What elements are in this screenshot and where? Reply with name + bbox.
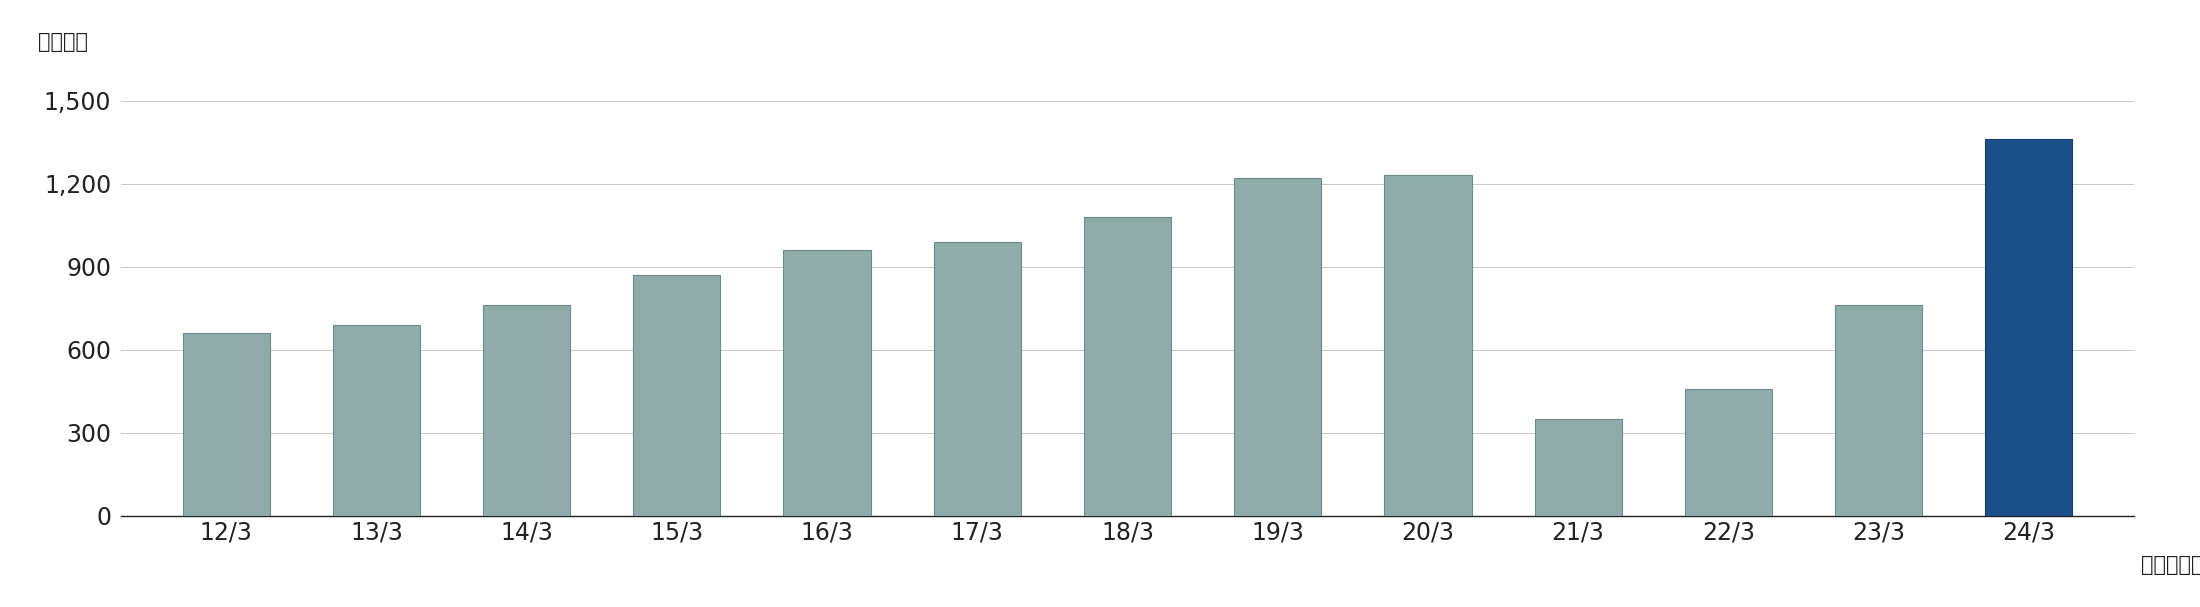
Bar	[484, 305, 570, 516]
Bar	[1685, 388, 1771, 516]
Bar	[1984, 140, 2072, 516]
Bar	[183, 333, 271, 516]
Bar	[1835, 305, 1923, 516]
Bar	[933, 242, 1021, 516]
Text: （年／月期）: （年／月期）	[2141, 555, 2200, 575]
Bar	[634, 275, 719, 516]
Bar	[1536, 419, 1621, 516]
Bar	[783, 250, 871, 516]
Bar	[1085, 217, 1170, 516]
Bar	[1234, 178, 1322, 516]
Bar	[332, 325, 420, 516]
Bar	[1384, 175, 1472, 516]
Text: （万人）: （万人）	[37, 32, 88, 52]
